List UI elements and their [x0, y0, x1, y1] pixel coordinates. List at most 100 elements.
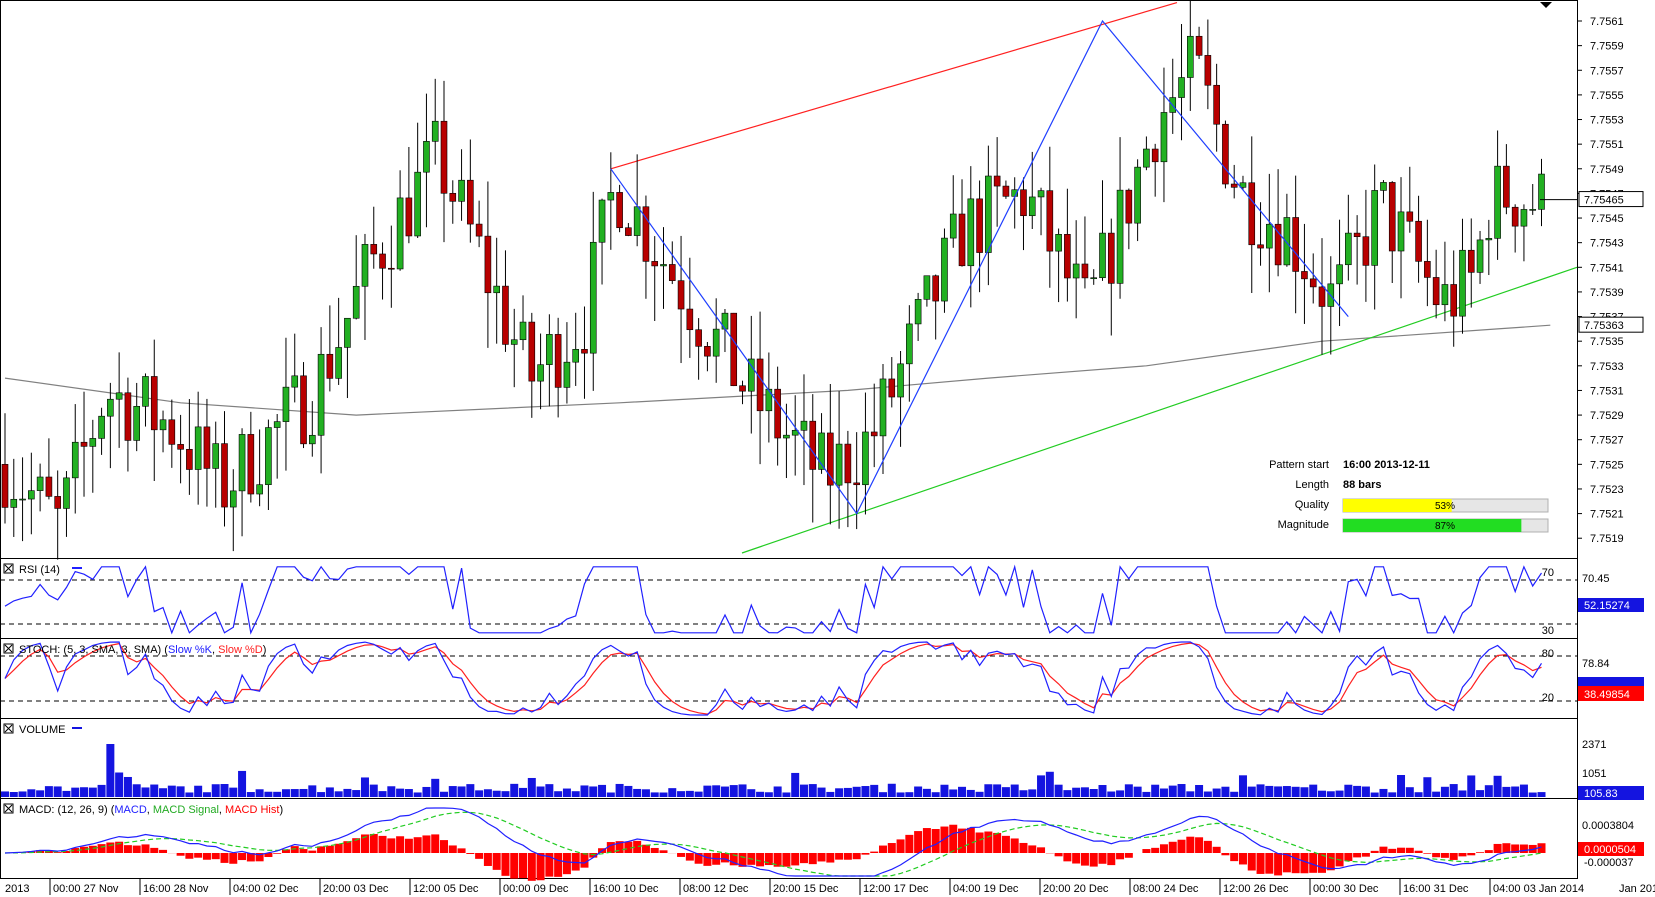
- macd-hist-bar: [1353, 853, 1362, 858]
- volume-last-value-box: [1578, 786, 1644, 800]
- candle-body: [528, 321, 536, 382]
- stoch-level-20-label: 20: [1542, 692, 1554, 704]
- macd-hist-bar: [308, 850, 317, 853]
- macd-hist-bar: [492, 853, 501, 870]
- macd-hist-bar: [519, 853, 528, 879]
- macd-hist-bar: [176, 853, 185, 856]
- candle-body: [1485, 238, 1493, 241]
- candle-body: [502, 285, 509, 345]
- channel-lower-line: [741, 266, 1578, 554]
- macd-hist-bar: [1177, 839, 1186, 853]
- time-tick-label: 20:00 03 Dec: [323, 883, 389, 895]
- macd-hist-bar: [545, 853, 554, 877]
- macd-hist-bar: [1318, 853, 1326, 873]
- candle-body: [1107, 232, 1115, 284]
- macd-hist-bar: [62, 851, 71, 853]
- macd-hist-bar: [273, 853, 282, 854]
- candle-body: [458, 179, 465, 202]
- macd-hist-bar: [817, 853, 826, 862]
- volume-bar: [1274, 786, 1283, 797]
- volume-bar: [1019, 790, 1028, 797]
- volume-bar: [273, 791, 282, 797]
- volume-bar: [1124, 784, 1133, 797]
- volume-bar: [1300, 787, 1309, 797]
- candle-body: [71, 441, 79, 479]
- volume-bar: [931, 792, 940, 797]
- candle-body: [598, 199, 606, 243]
- volume-bar: [694, 791, 703, 797]
- macd-hist-bar: [685, 853, 694, 861]
- candle-body: [1538, 173, 1545, 210]
- volume-bar: [71, 787, 80, 797]
- macd-hist-bar: [861, 853, 870, 855]
- candle-body: [1090, 277, 1098, 280]
- volume-bar: [826, 791, 835, 797]
- panel-frames: [0, 0, 1578, 879]
- macd-sep-2: ,: [219, 804, 225, 816]
- stoch-paren-close: ): [263, 644, 267, 656]
- quality-bar-fill: [1343, 499, 1452, 512]
- macd-hist-bar: [466, 853, 475, 854]
- macd-hist-bar: [299, 849, 308, 853]
- time-tick-label: 00:00 09 Dec: [503, 883, 569, 895]
- candle-body: [1529, 209, 1537, 211]
- volume-bar: [738, 784, 747, 797]
- volume-bar: [255, 789, 264, 797]
- volume-bar: [53, 786, 62, 797]
- candle-body: [1204, 55, 1212, 86]
- candle-body: [1301, 271, 1308, 280]
- volume-bar: [589, 786, 598, 797]
- volume-bar: [1449, 784, 1458, 797]
- macd-hist-bar: [1089, 853, 1098, 867]
- volume-bar: [1168, 785, 1177, 797]
- volume-bar: [1, 791, 9, 797]
- price-tick-label: 7.7539: [1590, 287, 1624, 299]
- volume-bar: [1291, 786, 1300, 797]
- macd-hist-bar: [633, 840, 642, 853]
- volume-bar: [799, 784, 808, 797]
- macd-hist-bar: [1063, 853, 1072, 862]
- macd-label: MACD: (12, 26, 9) (MACD, MACD Signal, MA…: [19, 804, 283, 816]
- macd-hist-bar: [457, 848, 466, 853]
- length-label: Length: [1295, 479, 1329, 491]
- candle-body: [1397, 211, 1405, 252]
- macd-hist-bar: [1291, 853, 1300, 874]
- macd-hist-bar: [720, 853, 729, 863]
- volume-bar: [1010, 784, 1019, 797]
- macd-hist-bar: [1458, 853, 1467, 857]
- macd-hist-bar: [1186, 836, 1195, 853]
- volume-bar: [922, 788, 931, 797]
- candle-body: [510, 339, 518, 345]
- time-tick-label: 04:00 19 Dec: [953, 883, 1019, 895]
- volume-bar: [141, 787, 150, 797]
- candle-body: [677, 280, 685, 310]
- volume-bar: [1467, 775, 1476, 797]
- volume-bar: [729, 785, 738, 797]
- time-tick-label: 04:00 02 Dec: [233, 883, 299, 895]
- volume-bar: [527, 777, 536, 797]
- macd-hist-bar: [1274, 853, 1283, 876]
- scroll-marker-icon[interactable]: [1540, 2, 1552, 8]
- macd-hist-bar: [1247, 853, 1256, 871]
- volume-bar: [1476, 790, 1485, 797]
- volume-bar: [1247, 786, 1256, 797]
- candle-body: [1257, 244, 1264, 249]
- time-tick-label: 12:00 05 Dec: [413, 883, 479, 895]
- macd-hist-bar: [255, 853, 264, 862]
- candle-body: [906, 323, 913, 365]
- candle-body: [1002, 185, 1010, 197]
- candle-body: [1143, 148, 1150, 168]
- candle-body: [581, 349, 588, 354]
- volume-bar: [352, 790, 361, 797]
- rsi-level-30-label: 30: [1542, 625, 1554, 637]
- macd-hist-bar: [703, 853, 712, 866]
- candle-body: [1336, 264, 1343, 285]
- rsi-label: RSI (14): [19, 564, 60, 576]
- candle-body: [150, 376, 158, 431]
- candle-body: [1081, 263, 1089, 279]
- candle-body: [835, 443, 843, 486]
- candle-body: [589, 241, 597, 354]
- candle-body: [1020, 189, 1027, 217]
- macd-hist-bar: [606, 842, 615, 853]
- macd-hist-bar: [422, 835, 431, 853]
